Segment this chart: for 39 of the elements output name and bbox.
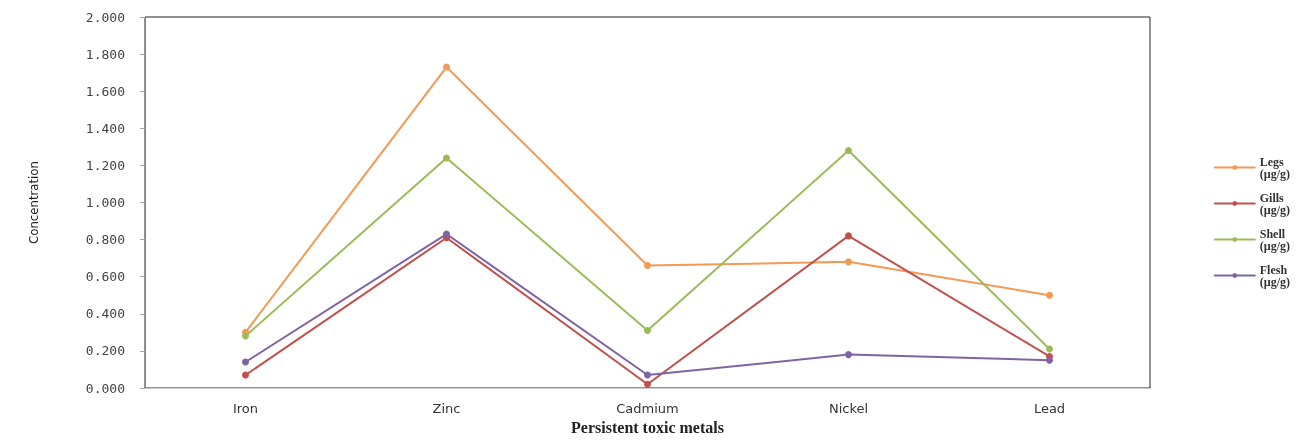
legend-label: Flesh (µg/g): [1259, 262, 1291, 289]
point: [845, 147, 852, 155]
y-tick-label: 1.800: [85, 46, 125, 62]
y-tick-label: 0.400: [85, 306, 125, 322]
y-axis-title: Concentration: [26, 161, 41, 244]
x-axis-title: Persistent toxic metals: [571, 419, 724, 437]
point: [443, 154, 450, 162]
x-tick-label: Iron: [232, 401, 259, 416]
point: [1046, 356, 1053, 364]
point: [644, 327, 651, 334]
legend-label: Shell (µg/g): [1259, 226, 1291, 253]
y-tick-label: 0.000: [85, 380, 125, 396]
point: [644, 380, 651, 388]
point: [1046, 345, 1053, 353]
point: [644, 262, 651, 270]
y-tick-label: 1.400: [85, 120, 125, 136]
point: [1046, 291, 1053, 299]
point: [443, 230, 450, 238]
point: [443, 63, 450, 71]
point: [845, 258, 852, 266]
y-tick-label: 0.800: [85, 232, 125, 248]
y-tick-label: 1.000: [85, 195, 125, 210]
y-tick-label: 1.200: [85, 157, 125, 173]
y-tick-label: 0.200: [85, 343, 125, 359]
x-tick-label: Lead: [1033, 401, 1066, 416]
legend-label: Legs (µg/g): [1259, 154, 1291, 181]
point: [242, 371, 249, 379]
point: [644, 371, 651, 379]
x-tick-label: Cadmium: [616, 401, 679, 416]
point: [242, 332, 249, 340]
y-tick-label: 2.000: [85, 9, 125, 25]
y-tick-label: 1.600: [85, 83, 125, 99]
legend-label: Gills (µg/g): [1259, 190, 1291, 217]
point: [845, 232, 852, 240]
x-tick-label: Zinc: [432, 401, 461, 416]
point: [242, 358, 249, 366]
point: [845, 351, 852, 359]
y-tick-label: 0.600: [85, 269, 125, 285]
x-tick-label: Nickel: [828, 401, 869, 416]
